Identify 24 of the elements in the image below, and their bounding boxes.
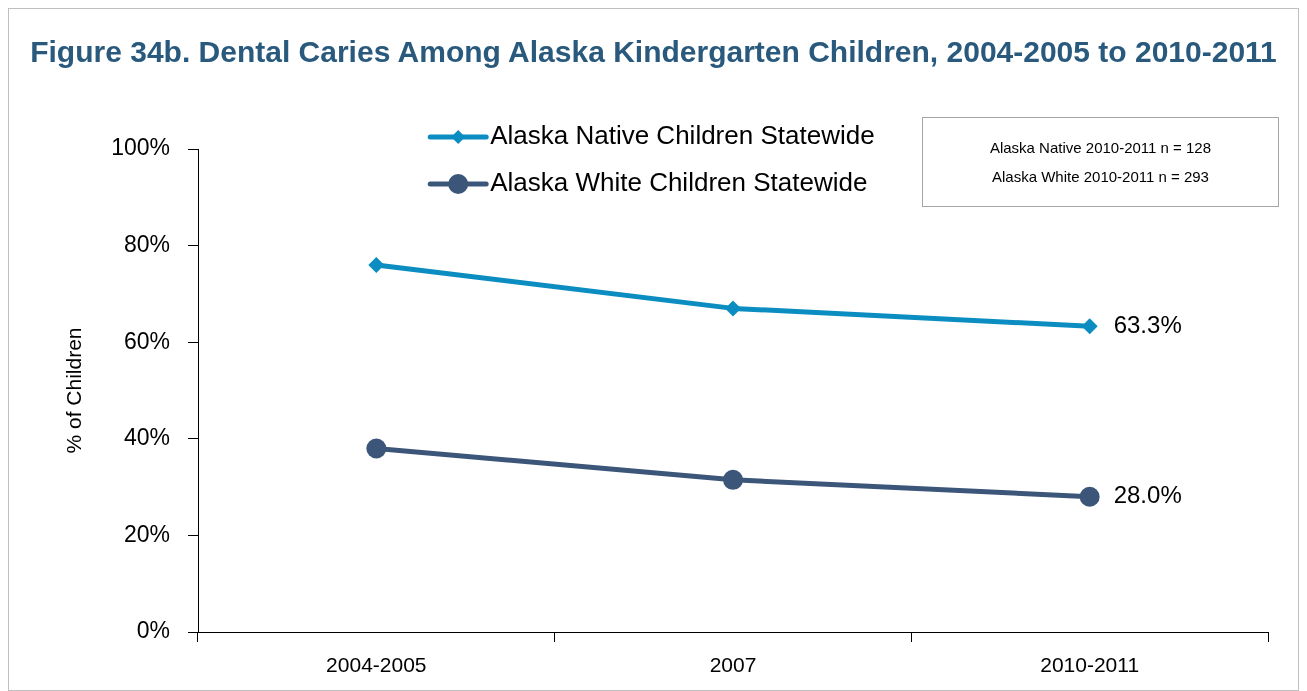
note-box: Alaska Native 2010-2011 n = 128 Alaska White 2010-2011 n = 293	[922, 117, 1279, 207]
y-axis-title: % of Children	[62, 327, 86, 454]
y-tick-label: 40%	[123, 424, 170, 451]
annotation: Alaska White 2010-2011 n = 293	[992, 168, 1209, 185]
point	[1079, 486, 1100, 507]
legend-label: Alaska Native Children Statewide	[490, 120, 875, 151]
point	[366, 438, 387, 459]
y-tick-label: 0%	[136, 617, 170, 644]
data-label: 63.3%	[1113, 310, 1182, 338]
y-tick-label: 60%	[123, 327, 170, 354]
x-tick-label: 2007	[709, 653, 757, 677]
legend-label: Alaska White Children Statewide	[490, 167, 868, 198]
point	[368, 256, 385, 273]
point	[723, 469, 743, 490]
y-tick-label: 80%	[123, 230, 170, 257]
y-tick-label: 100%	[111, 134, 170, 161]
x-tick-label: 2004-2005	[326, 653, 427, 677]
annotation: Alaska Native 2010-2011 n = 128	[989, 139, 1212, 156]
data-label: 28.0%	[1113, 481, 1182, 509]
x-tick-label: 2010-2011	[1040, 653, 1140, 677]
y-tick-label: 20%	[123, 520, 170, 547]
point	[725, 300, 741, 317]
chart-title: Figure 34b. Dental Caries Among Alaska Kindergarten Children, 2004-2005 to 2010-2011	[29, 35, 1278, 69]
point	[1081, 318, 1098, 335]
